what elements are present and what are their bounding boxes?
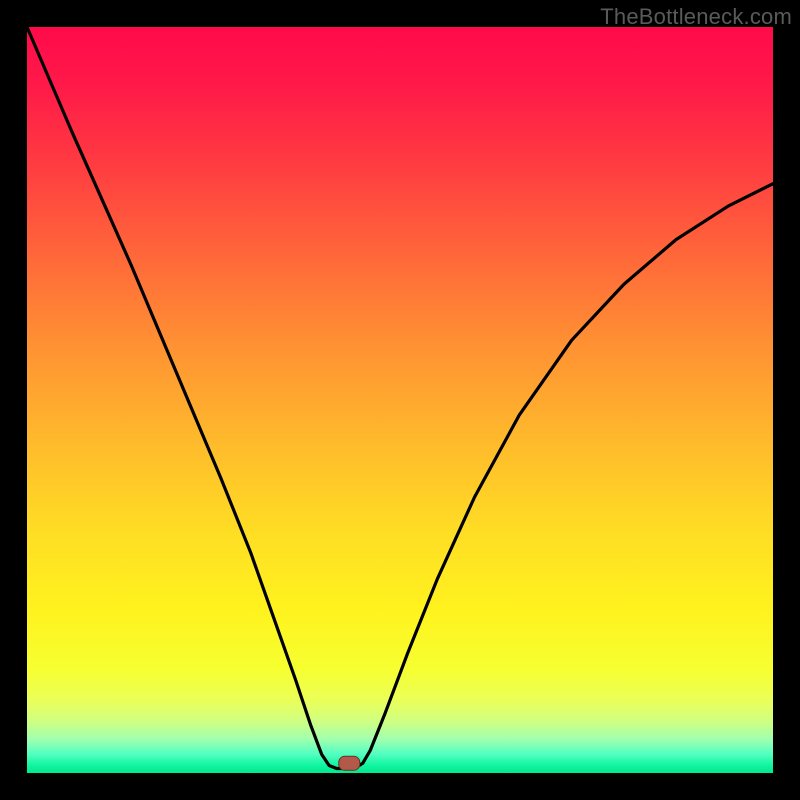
curve-path (27, 27, 773, 769)
bottleneck-curve (0, 0, 800, 800)
watermark-text: TheBottleneck.com (600, 4, 792, 30)
optimal-point-marker (339, 756, 360, 770)
